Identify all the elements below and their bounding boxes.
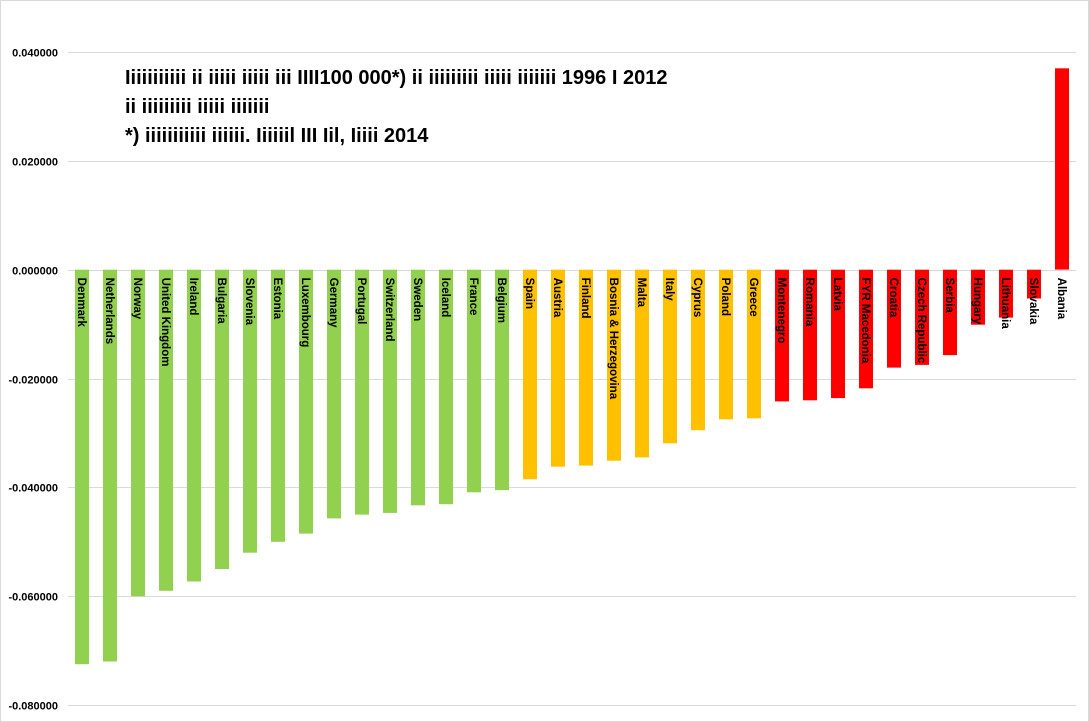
bar-denmark — [75, 269, 89, 665]
bar-romania — [803, 269, 817, 401]
category-label: Hungary — [971, 278, 983, 325]
gridlines — [68, 52, 1076, 706]
category-label: Portugal — [355, 278, 367, 325]
category-label: France — [467, 278, 479, 316]
bar-bulgaria — [215, 269, 229, 569]
title-line-1: Iiiiiiiiiii ii iiiii iiiii iii IIII100 0… — [125, 67, 668, 89]
category-label: Spain — [523, 278, 535, 309]
chart-title: Iiiiiiiiiii ii iiiii iiiii iii IIII100 0… — [125, 64, 667, 151]
bar-sweden — [411, 269, 425, 506]
category-label: Germany — [327, 278, 339, 328]
category-label: Slovenia — [243, 278, 255, 326]
category-label: Sweden — [411, 278, 423, 321]
bar-finland — [579, 269, 593, 466]
bar-italy — [663, 269, 677, 444]
bar-fyr-macedonia — [859, 269, 873, 389]
bar-spain — [523, 269, 537, 480]
title-line-2: ii iiiiiiiii iiiii iiiiiii — [125, 96, 270, 118]
category-label: United Kingdom — [159, 278, 171, 367]
bar-ireland — [187, 269, 201, 582]
bar-lithuania — [999, 269, 1013, 318]
category-label: Greece — [747, 278, 759, 317]
category-label: Iceland — [439, 278, 451, 318]
bar-norway — [131, 269, 145, 597]
category-label: Bosnia & Herzegovina — [607, 278, 619, 400]
bar-montenegro — [775, 269, 789, 402]
category-label: Czech Republic — [915, 278, 927, 364]
category-labels: Denmark Netherlands Norway United Kingdom Ir… — [75, 278, 1067, 400]
category-label: Ireland — [187, 278, 199, 316]
y-axis-tick-labels: 0.040000 0.020000 0.000000 -0.020000 -0.0400… — [8, 48, 58, 713]
bar-cyprus — [691, 269, 705, 431]
bar-portugal — [355, 269, 369, 515]
category-label: Denmark — [75, 278, 87, 328]
category-label: Croatia — [887, 278, 899, 318]
bar-luxembourg — [299, 269, 313, 534]
category-label: Albania — [1055, 278, 1067, 320]
category-label: Norway — [131, 278, 143, 320]
bar-bosnia-herzegovina — [607, 269, 621, 461]
category-label: Austria — [551, 278, 563, 318]
category-label: FYR Macedonia — [859, 278, 871, 364]
bar-estonia — [271, 269, 285, 542]
category-label: Cyprus — [691, 278, 703, 318]
category-label: Malta — [635, 278, 647, 308]
category-label: Poland — [719, 278, 731, 316]
bar-netherlands — [103, 269, 117, 662]
bar-slovakia — [1027, 269, 1041, 299]
category-label: Netherlands — [103, 278, 115, 344]
y-tick-label: 0.040000 — [12, 48, 58, 60]
bar-albania — [1055, 68, 1069, 270]
y-tick-label: -0.020000 — [8, 375, 58, 387]
bars — [75, 68, 1069, 665]
category-label: Montenegro — [775, 278, 787, 344]
category-label: Bulgaria — [215, 278, 227, 325]
category-label: Latvia — [831, 278, 843, 312]
category-label: Slovakia — [1027, 278, 1039, 325]
category-label: Italy — [663, 278, 675, 302]
bar-hungary — [971, 269, 985, 325]
bar-croatia — [887, 269, 901, 368]
y-tick-label: -0.080000 — [8, 701, 58, 713]
category-label: Lithuania — [999, 278, 1011, 330]
category-label: Finland — [579, 278, 591, 319]
bar-switzerland — [383, 269, 397, 513]
bar-germany — [327, 269, 341, 519]
category-label: Belgium — [495, 278, 507, 323]
y-tick-label: 0.020000 — [12, 157, 58, 169]
bar-slovenia — [243, 269, 257, 553]
bar-latvia — [831, 269, 845, 399]
bar-united-kingdom — [159, 269, 173, 591]
bar-austria — [551, 269, 565, 467]
y-tick-label: -0.040000 — [8, 483, 58, 495]
category-label: Estonia — [271, 278, 283, 320]
bar-iceland — [439, 269, 453, 505]
y-tick-label: -0.060000 — [8, 592, 58, 604]
bar-france — [467, 269, 481, 493]
bar-belgium — [495, 269, 509, 491]
bar-greece — [747, 269, 761, 419]
bar-serbia — [943, 269, 957, 356]
title-line-3: *) iiiiiiiiiii iiiiii. Iiiiiil III Iil, … — [125, 125, 429, 147]
category-label: Romania — [803, 278, 815, 327]
bar-malta — [635, 269, 649, 458]
y-tick-label: 0.000000 — [12, 266, 58, 278]
bar-czech-republic — [915, 269, 929, 365]
category-label: Serbia — [943, 278, 955, 314]
bar-poland — [719, 269, 733, 420]
category-label: Switzerland — [383, 278, 395, 342]
category-label: Luxembourg — [299, 278, 311, 348]
